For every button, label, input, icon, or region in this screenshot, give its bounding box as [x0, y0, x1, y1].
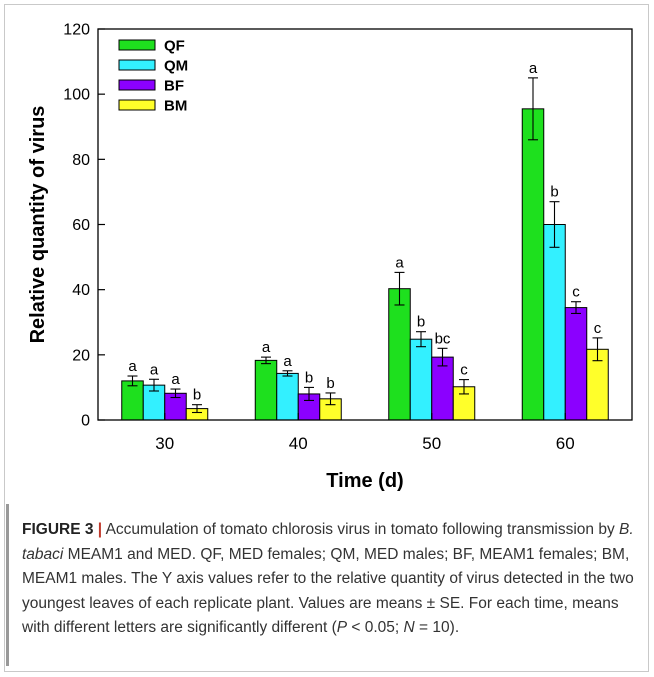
legend-swatch-qf — [118, 39, 156, 51]
significance-letter: b — [550, 184, 558, 201]
figure-frame — [4, 4, 649, 672]
caption-text-1: Accumulation of tomato chlorosis virus i… — [102, 521, 620, 538]
significance-letter: c — [594, 320, 602, 337]
x-tick-label: 30 — [155, 434, 174, 453]
bar-bf-60 — [564, 307, 588, 421]
y-axis-label: Relative quantity of virus — [27, 106, 49, 344]
bar-qm-40 — [276, 372, 299, 421]
caption-text-2: MEAM1 and MED. QF, MED females; QM, MED … — [22, 545, 634, 637]
significance-letter: a — [128, 358, 137, 375]
legend-label-bf: BF — [164, 78, 184, 95]
caption-accent-bar — [6, 504, 9, 666]
y-tick-label: 40 — [72, 282, 90, 299]
y-tick-label: 20 — [72, 347, 90, 364]
legend-label-bm: BM — [164, 98, 187, 115]
legend-swatch-bf — [118, 79, 156, 91]
bar-qm-60 — [543, 224, 566, 421]
y-tick-label: 120 — [63, 22, 90, 39]
legend-swatch-bm — [118, 99, 156, 111]
caption-text-3: < 0.05; — [347, 619, 404, 636]
legend: QF QM BF BM — [118, 38, 188, 115]
caption-species: B. tabaci — [22, 521, 634, 563]
x-axis-ticks: 30 40 50 60 — [155, 413, 575, 453]
significance-letter: a — [529, 60, 538, 77]
legend-label-qm: QM — [164, 58, 188, 75]
x-tick-label: 40 — [289, 434, 308, 453]
caption-text-4: = 10). — [414, 619, 460, 636]
bar-qf-50 — [388, 288, 411, 421]
legend-swatch-qm — [118, 59, 156, 71]
y-tick-label: 60 — [72, 217, 90, 234]
y-tick-label: 80 — [72, 152, 90, 169]
significance-letter: a — [150, 361, 159, 378]
bar-qf-60 — [521, 108, 545, 421]
significance-letter: b — [417, 314, 425, 331]
plot-area-frame — [97, 28, 633, 421]
significance-letter: bc — [435, 330, 451, 347]
significance-letter: c — [460, 362, 468, 379]
bar-bf-50 — [431, 356, 454, 421]
legend-label-qf: QF — [164, 38, 185, 55]
x-tick-label: 60 — [556, 434, 575, 453]
caption-label: FIGURE 3 — [22, 521, 94, 538]
significance-letter: c — [572, 284, 580, 301]
y-tick-label: 0 — [81, 413, 90, 430]
y-tick-label: 100 — [63, 87, 90, 104]
bar-qf-30 — [121, 380, 144, 421]
x-tick-label: 50 — [422, 434, 441, 453]
bar-qm-50 — [409, 338, 433, 421]
caption-separator: | — [97, 521, 103, 538]
significance-letter: b — [193, 387, 201, 404]
significance-letter: a — [395, 254, 404, 271]
significance-letter: a — [262, 339, 271, 356]
figure-caption: FIGURE 3 | Accumulation of tomato chloro… — [22, 518, 637, 641]
bar-qf-40 — [254, 359, 278, 421]
caption-n-symbol: N — [403, 619, 415, 636]
significance-letter: b — [326, 375, 334, 392]
significance-letter: a — [171, 371, 180, 388]
significance-letter: a — [283, 353, 292, 370]
x-axis-label: Time (d) — [326, 470, 403, 492]
bars-layer — [121, 77, 609, 421]
y-axis-ticks: 0 20 40 60 80 100 120 — [63, 22, 105, 430]
caption-p-symbol: P — [336, 619, 348, 636]
significance-letter: b — [305, 369, 313, 386]
